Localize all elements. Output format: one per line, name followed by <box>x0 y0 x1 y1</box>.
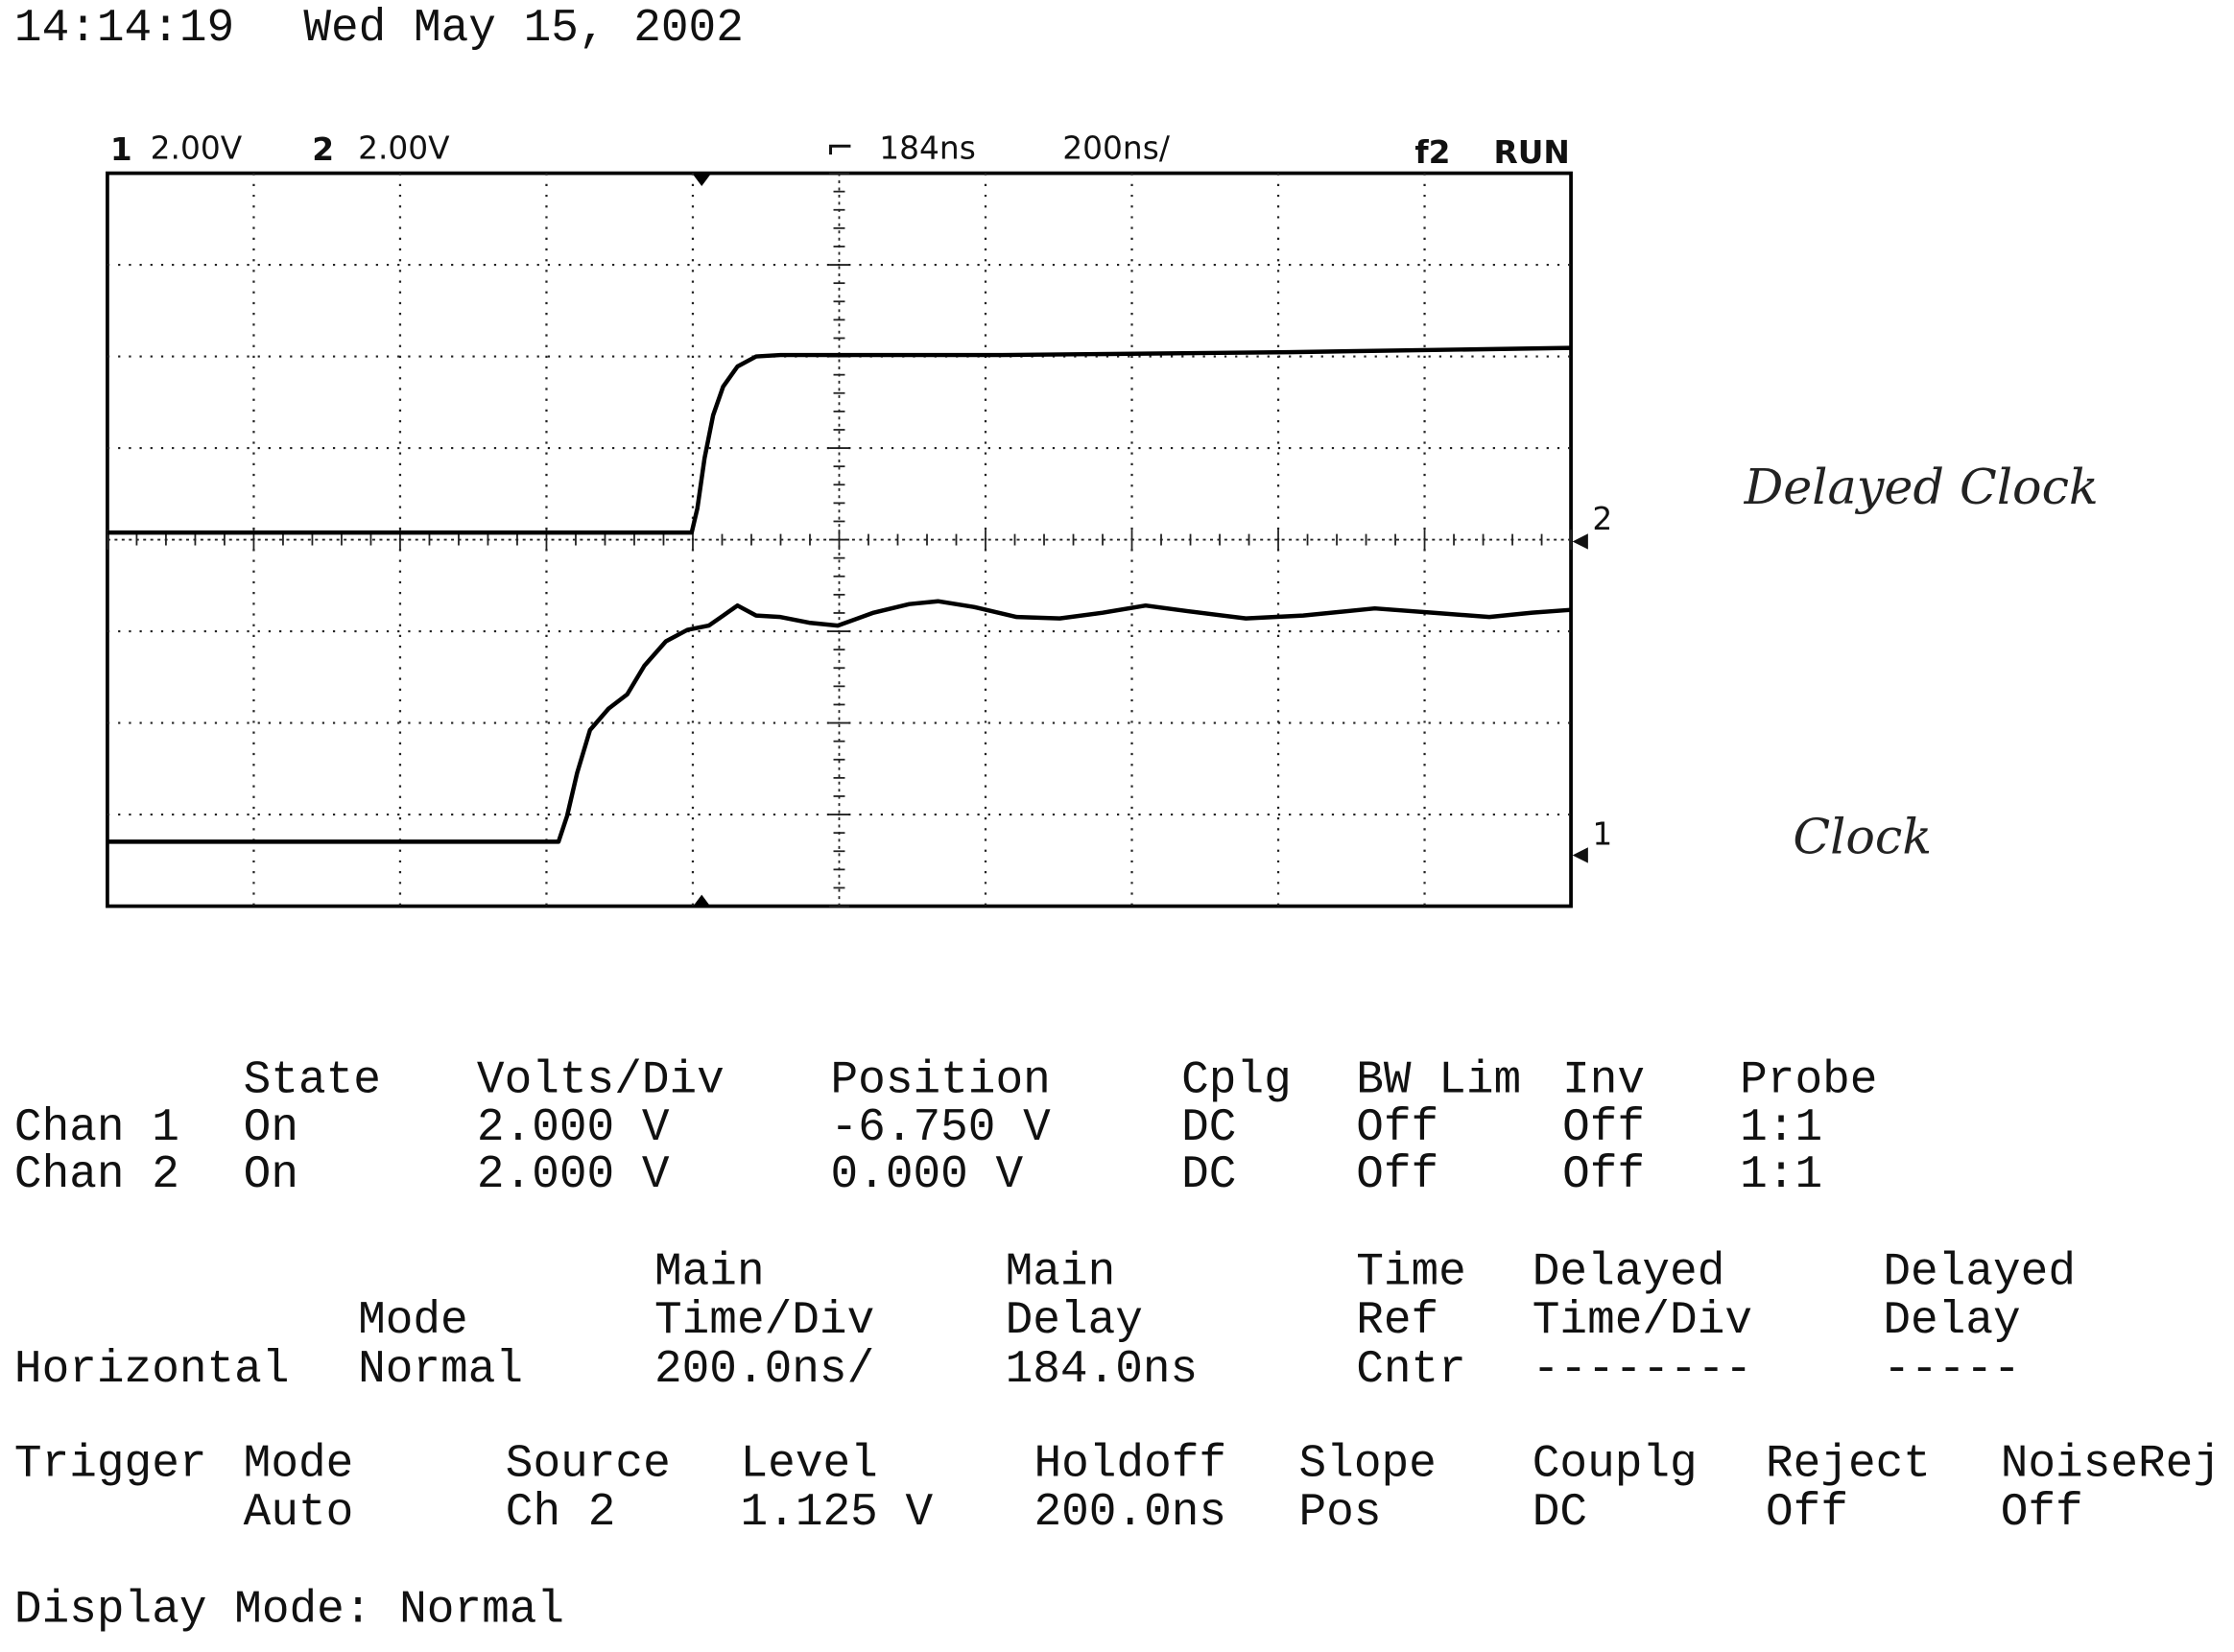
column-header: Time/Div <box>1533 1295 1752 1347</box>
scope-screen <box>106 171 1573 909</box>
ground-arrow: ◂ <box>1573 521 1589 557</box>
table-header: Inv <box>1562 1055 1645 1107</box>
table-header: Probe <box>1740 1055 1877 1107</box>
table-cell: Off <box>1356 1102 1438 1154</box>
column-value: Off <box>2001 1487 2083 1539</box>
table-header: Volts/Div <box>477 1055 725 1107</box>
table-cell: Off <box>1562 1149 1645 1201</box>
table-cell: On <box>244 1149 298 1201</box>
ground-marker: 2 <box>1592 501 1612 537</box>
column-header: Ref <box>1356 1295 1438 1347</box>
channel-table: State Volts/Div Position Cplg BW Lim Inv… <box>244 1055 1878 1107</box>
table-cell: -6.750 V <box>831 1102 1052 1154</box>
column-value: -------- <box>1533 1344 1752 1396</box>
ground-arrow: ◂ <box>1573 835 1589 871</box>
column-header: Source <box>506 1438 671 1490</box>
table-cell: 1:1 <box>1740 1149 1822 1201</box>
clock-trace <box>107 599 1572 844</box>
time: 14:14:19 <box>14 3 234 55</box>
column-value: Pos <box>1299 1487 1382 1539</box>
column-header: NoiseRej <box>2001 1438 2221 1490</box>
column-value: Ch 2 <box>506 1487 616 1539</box>
column-value: 200.0ns <box>1034 1487 1226 1539</box>
column-header: Couplg <box>1533 1438 1698 1490</box>
table-cell: Chan 2 <box>14 1149 179 1201</box>
timebase: 200ns/ <box>1062 130 1171 167</box>
table-cell: Off <box>1356 1149 1438 1201</box>
date: Wed May 15, 2002 <box>303 3 744 55</box>
column-header: Delayed <box>1533 1247 1725 1299</box>
table-cell: On <box>244 1102 298 1154</box>
table-cell: 0.000 V <box>831 1149 1024 1201</box>
column-header: Mode <box>358 1295 468 1347</box>
column-value: Cntr <box>1356 1344 1466 1396</box>
column-header: Delay <box>1883 1295 2020 1347</box>
table-cell: 1:1 <box>1740 1102 1822 1154</box>
column-header: Delayed <box>1883 1247 2076 1299</box>
table-header: Cplg <box>1181 1055 1292 1107</box>
channel-number: 2 <box>312 131 334 168</box>
column-value: 200.0ns/ <box>654 1344 874 1396</box>
table-cell: DC <box>1181 1149 1236 1201</box>
table-header: State <box>244 1055 381 1107</box>
ground-marker: 1 <box>1592 815 1612 852</box>
run-status: RUN <box>1493 134 1569 171</box>
column-value: 184.0ns <box>1006 1344 1199 1396</box>
table-header: BW Lim <box>1356 1055 1521 1107</box>
table-cell: Off <box>1562 1102 1645 1154</box>
column-value: Normal <box>358 1344 523 1396</box>
column-header: Slope <box>1299 1438 1437 1490</box>
delayed-clock-trace <box>107 345 1572 535</box>
annotation: Delayed Clock <box>1744 459 2099 515</box>
table-cell: 2.000 V <box>477 1149 670 1201</box>
column-header: Main <box>654 1247 765 1299</box>
section-label: Trigger <box>14 1438 207 1490</box>
column-header: Holdoff <box>1034 1438 1226 1490</box>
display-mode: Display Mode: Normal <box>14 1585 564 1637</box>
column-header: Delay <box>1006 1295 1143 1347</box>
column-header: Main <box>1006 1247 1116 1299</box>
trigger-source: f2 <box>1414 134 1450 171</box>
channel-scale: 2.00V <box>358 130 450 167</box>
channel-scale: 2.00V <box>151 130 243 167</box>
column-value: 1.125 V <box>741 1487 934 1539</box>
table-cell: DC <box>1181 1102 1236 1154</box>
column-header: Reject <box>1766 1438 1931 1490</box>
delay: 184ns <box>879 130 976 167</box>
column-value: Auto <box>244 1487 354 1539</box>
table-cell: 2.000 V <box>477 1102 670 1154</box>
annotation: Clock <box>1793 808 1932 864</box>
table-header: Position <box>831 1055 1051 1107</box>
channel-number: 1 <box>110 131 132 168</box>
column-header: Level <box>741 1438 878 1490</box>
delay-icon <box>829 144 851 155</box>
column-header: Time/Div <box>654 1295 874 1347</box>
section-label: Horizontal <box>14 1344 290 1396</box>
column-value: Off <box>1766 1487 1848 1539</box>
column-header: Mode <box>244 1438 354 1490</box>
column-value: DC <box>1533 1487 1587 1539</box>
trigger-marker <box>693 175 711 186</box>
column-header: Time <box>1356 1247 1466 1299</box>
column-value: ----- <box>1883 1344 2020 1396</box>
trigger-marker <box>693 894 711 907</box>
table-cell: Chan 1 <box>14 1102 179 1154</box>
